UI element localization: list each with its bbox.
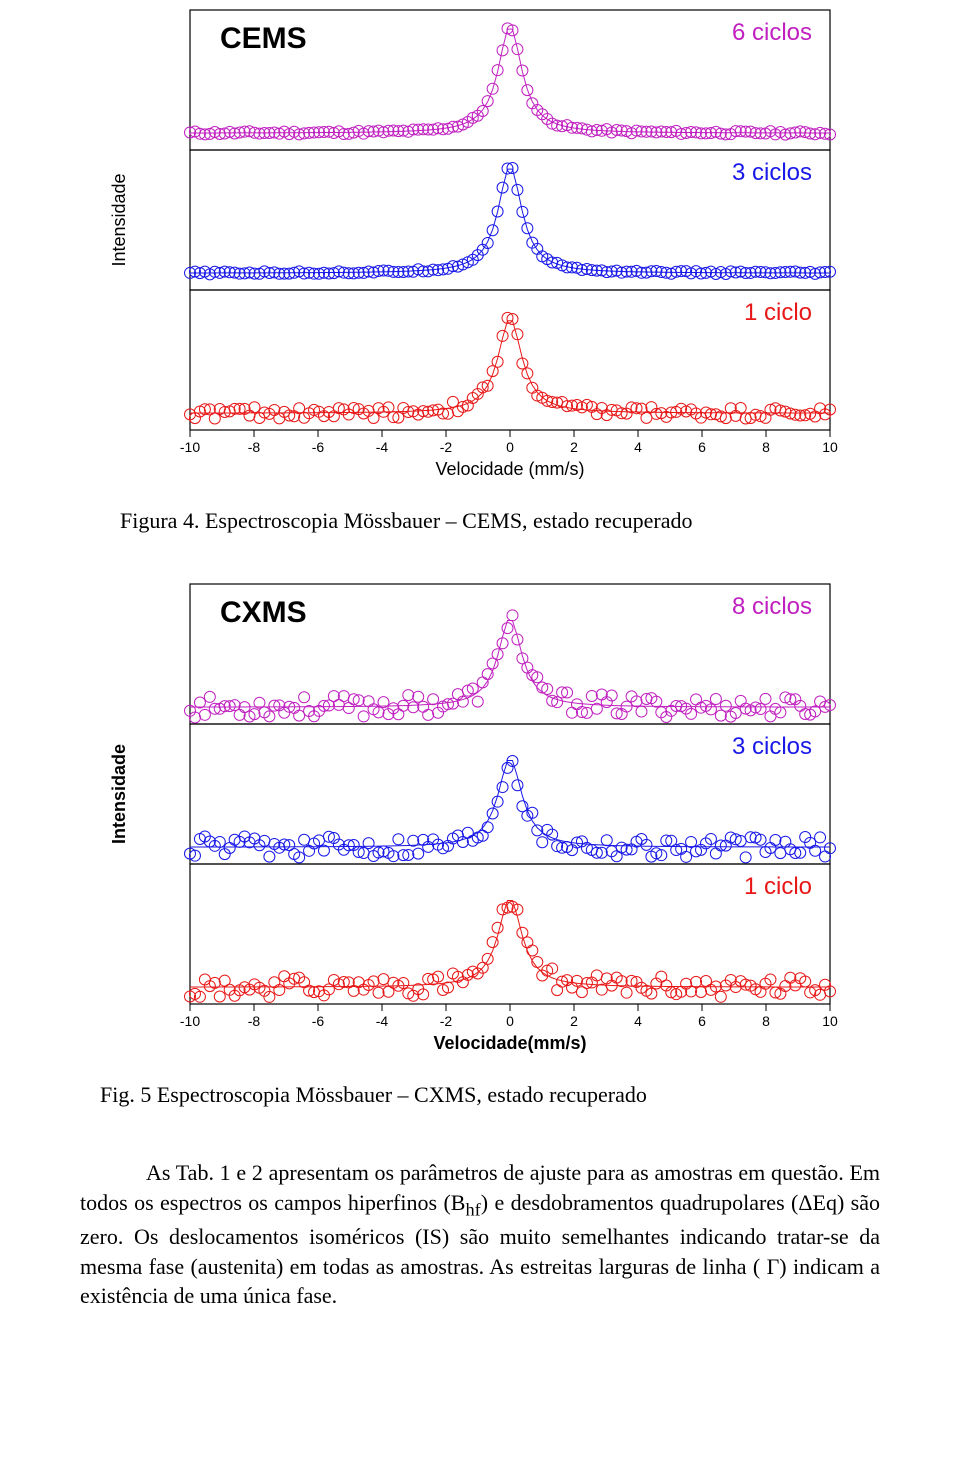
svg-text:8: 8 [762, 439, 770, 455]
svg-text:1 ciclo: 1 ciclo [744, 873, 812, 900]
cxms-chart: 8 ciclos CXMS 3 ciclos 1 ciclo -10 -8 -6 -4 -2 0 2… [100, 574, 860, 1064]
svg-text:3 ciclos: 3 ciclos [732, 733, 812, 760]
svg-text:-8: -8 [248, 439, 261, 455]
svg-text:0: 0 [506, 1013, 514, 1029]
para-sub: hf [465, 1199, 480, 1219]
svg-text:2: 2 [570, 439, 578, 455]
svg-text:CXMS: CXMS [220, 596, 307, 629]
svg-text:Velocidade (mm/s): Velocidade (mm/s) [435, 459, 584, 479]
svg-text:10: 10 [822, 439, 838, 455]
svg-text:3 ciclos: 3 ciclos [732, 159, 812, 186]
svg-text:-2: -2 [440, 439, 453, 455]
svg-text:4: 4 [634, 1013, 642, 1029]
svg-text:-4: -4 [376, 439, 389, 455]
svg-text:6: 6 [698, 439, 706, 455]
figure4-caption: Figura 4. Espectroscopia Mössbauer – CEM… [120, 508, 900, 534]
svg-text:-6: -6 [312, 1013, 325, 1029]
svg-text:-4: -4 [376, 1013, 389, 1029]
svg-text:4: 4 [634, 439, 642, 455]
svg-text:-2: -2 [440, 1013, 453, 1029]
cxms-chart-svg: 8 ciclos CXMS 3 ciclos 1 ciclo -10 -8 -6 -4 -2 0 2… [100, 574, 860, 1064]
cems-chart: 6 ciclos CEMS 3 ciclos 1 ciclo -10 -8 -6 -4 -2 0 2… [100, 0, 860, 490]
svg-text:Velocidade(mm/s): Velocidade(mm/s) [433, 1033, 586, 1053]
svg-text:6 ciclos: 6 ciclos [732, 19, 812, 46]
svg-text:6: 6 [698, 1013, 706, 1029]
svg-text:-8: -8 [248, 1013, 261, 1029]
svg-text:2: 2 [570, 1013, 578, 1029]
svg-text:8: 8 [762, 1013, 770, 1029]
svg-text:Intensidade: Intensidade [109, 173, 129, 266]
svg-text:-6: -6 [312, 439, 325, 455]
cems-chart-svg: 6 ciclos CEMS 3 ciclos 1 ciclo -10 -8 -6 -4 -2 0 2… [100, 0, 860, 490]
figure5-caption: Fig. 5 Espectroscopia Mössbauer – CXMS, … [100, 1082, 900, 1108]
svg-text:8 ciclos: 8 ciclos [732, 593, 812, 620]
svg-text:0: 0 [506, 439, 514, 455]
svg-text:-10: -10 [180, 439, 200, 455]
svg-text:1 ciclo: 1 ciclo [744, 299, 812, 326]
svg-text:10: 10 [822, 1013, 838, 1029]
svg-text:Intensidade: Intensidade [109, 744, 129, 844]
svg-text:-10: -10 [180, 1013, 200, 1029]
svg-text:CEMS: CEMS [220, 22, 307, 55]
body-paragraph: As Tab. 1 e 2 apresentam os parâmetros d… [80, 1158, 880, 1311]
page: 6 ciclos CEMS 3 ciclos 1 ciclo -10 -8 -6 -4 -2 0 2… [0, 0, 960, 1351]
